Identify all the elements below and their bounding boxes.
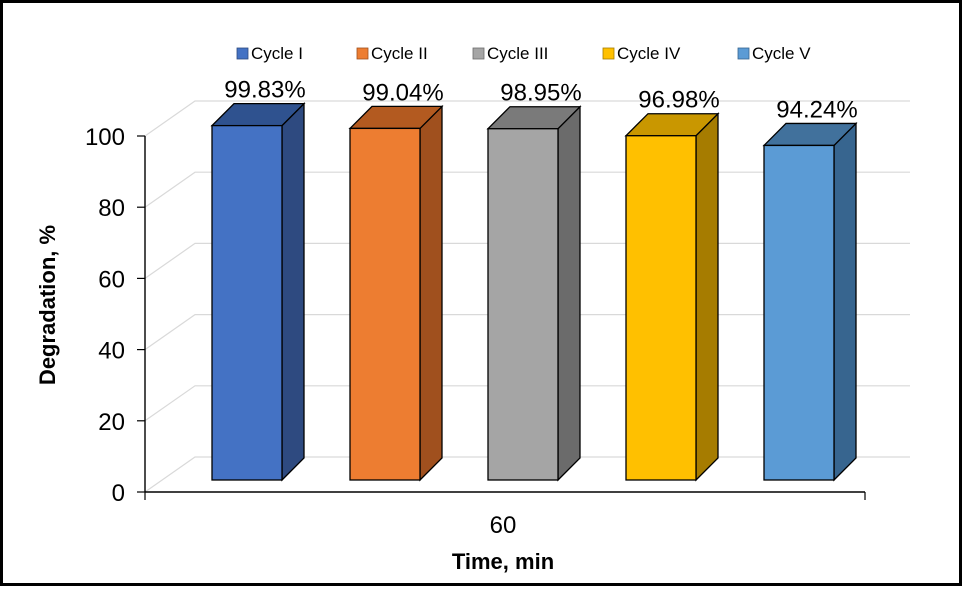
legend-entry: Cycle I — [236, 44, 303, 63]
legend-swatch — [602, 47, 615, 60]
data-label: 99.04% — [362, 79, 443, 106]
legend-label: Cycle IV — [617, 44, 681, 63]
y-tick-label: 0 — [112, 480, 125, 507]
bar-cycle-v — [762, 121, 858, 482]
legend-swatch — [236, 47, 249, 60]
axes: 0 20 40 60 80 100 60 — [85, 124, 866, 539]
y-tick-label: 80 — [98, 195, 125, 222]
bar-front-face — [211, 124, 283, 481]
legend: Cycle I Cycle II Cycle III Cycle IV Cycle V — [236, 44, 811, 63]
y-axis-title: Degradation, % — [35, 225, 60, 385]
bar-front-face — [349, 127, 421, 481]
bar-cycle-ii — [348, 104, 444, 482]
bar-cycle-i — [210, 102, 306, 482]
x-axis-title: Time, min — [452, 549, 554, 574]
legend-label: Cycle V — [752, 44, 811, 63]
data-label: 94.24% — [776, 96, 857, 123]
data-labels: 99.83% 99.04% 98.95% 96.98% 94.24% — [224, 77, 857, 124]
y-tick-label: 100 — [85, 124, 125, 151]
legend-label: Cycle II — [371, 44, 428, 63]
bar-side-face — [695, 112, 719, 482]
legend-entry: Cycle II — [356, 44, 428, 63]
y-tick-label: 40 — [98, 338, 125, 365]
legend-label: Cycle III — [487, 44, 548, 63]
bar-cycle-iii — [486, 105, 582, 482]
y-tick-label: 60 — [98, 266, 125, 293]
legend-entry: Cycle IV — [602, 44, 681, 63]
data-label: 96.98% — [638, 87, 719, 114]
legend-entry: Cycle V — [737, 44, 811, 63]
bar-side-face — [281, 102, 305, 482]
data-label: 98.95% — [500, 80, 581, 107]
bar-side-face — [557, 105, 581, 482]
legend-swatch — [472, 47, 485, 60]
bar-side-face — [833, 121, 857, 482]
bar-side-face — [419, 104, 443, 482]
bar-cycle-iv — [624, 112, 720, 482]
x-tick-label: 60 — [490, 512, 517, 539]
bars — [210, 102, 858, 482]
bar-front-face — [487, 128, 559, 481]
bar-front-face — [763, 144, 835, 481]
bar-front-face — [625, 135, 697, 481]
legend-label: Cycle I — [251, 44, 303, 63]
legend-entry: Cycle III — [472, 44, 548, 63]
gridline — [144, 100, 910, 137]
legend-swatch — [356, 47, 369, 60]
data-label: 99.83% — [224, 77, 305, 104]
legend-swatch — [737, 47, 750, 60]
y-tick-label: 20 — [98, 409, 125, 436]
